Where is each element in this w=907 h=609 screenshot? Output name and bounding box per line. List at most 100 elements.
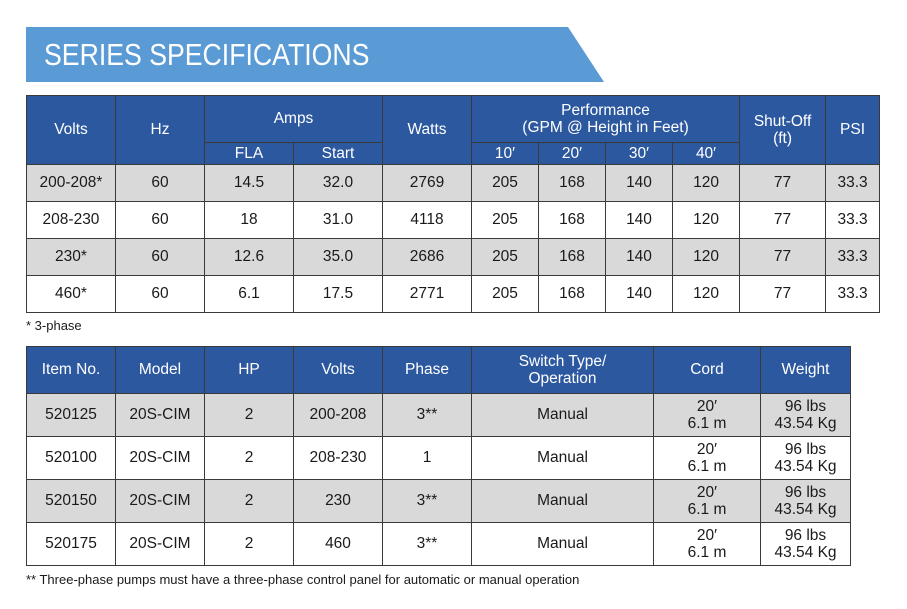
table-row: 520100 20S-CIM 2 208-230 1 Manual 20′ 6.… xyxy=(26,436,851,480)
cell-model: 20S-CIM xyxy=(115,436,205,480)
cell-gpm-40: 120 xyxy=(671,201,741,239)
shutoff-unit: (ft) xyxy=(773,130,793,147)
cord-length-m: 6.1 m xyxy=(687,501,727,518)
cell-gpm-10: 205 xyxy=(471,164,539,202)
cell-weight: 96 lbs 43.54 Kg xyxy=(760,393,851,437)
cell-hz: 60 xyxy=(115,164,205,202)
cell-fla: 18 xyxy=(204,201,294,239)
cell-hp: 2 xyxy=(204,479,294,523)
cell-hz: 60 xyxy=(115,201,205,239)
col-header-watts: Watts xyxy=(382,95,472,165)
shutoff-label: Shut-Off xyxy=(753,113,812,130)
cell-switch-type: Manual xyxy=(471,436,654,480)
cord-length-ft: 20′ xyxy=(696,398,718,415)
col-header-10ft: 10′ xyxy=(471,142,539,165)
cell-item-no: 520100 xyxy=(26,436,116,480)
weight-lbs: 96 lbs xyxy=(784,527,827,544)
weight-kg: 43.54 Kg xyxy=(774,415,837,432)
cell-watts: 2771 xyxy=(382,275,472,313)
table-row: 230* 60 12.6 35.0 2686 205 168 140 120 7… xyxy=(26,238,881,276)
section-title: SERIES SPECIFICATIONS xyxy=(44,37,370,72)
cell-volts: 460* xyxy=(26,275,116,313)
col-header-cord: Cord xyxy=(653,346,761,394)
cell-hz: 60 xyxy=(115,238,205,276)
performance-sublabel: (GPM @ Height in Feet) xyxy=(522,119,689,136)
cell-weight: 96 lbs 43.54 Kg xyxy=(760,479,851,523)
cord-length-ft: 20′ xyxy=(696,484,718,501)
cell-volts: 200-208 xyxy=(293,393,383,437)
cell-shutoff: 77 xyxy=(739,201,827,239)
cell-start: 17.5 xyxy=(293,275,383,313)
cell-hp: 2 xyxy=(204,393,294,437)
col-header-hp: HP xyxy=(204,346,294,394)
cord-length-ft: 20′ xyxy=(696,441,718,458)
operation-label: Operation xyxy=(528,370,597,387)
cell-gpm-30: 140 xyxy=(605,201,673,239)
cell-phase: 1 xyxy=(382,436,472,480)
cell-volts: 230* xyxy=(26,238,116,276)
cell-cord: 20′ 6.1 m xyxy=(653,436,761,480)
cell-fla: 14.5 xyxy=(204,164,294,202)
cell-shutoff: 77 xyxy=(739,275,827,313)
cell-item-no: 520150 xyxy=(26,479,116,523)
col-header-start: Start xyxy=(293,142,383,165)
cell-gpm-20: 168 xyxy=(538,238,606,276)
table-row: 460* 60 6.1 17.5 2771 205 168 140 120 77… xyxy=(26,275,881,313)
cell-shutoff: 77 xyxy=(739,238,827,276)
table-row: 208-230 60 18 31.0 4118 205 168 140 120 … xyxy=(26,201,881,239)
cell-cord: 20′ 6.1 m xyxy=(653,522,761,566)
cell-switch-type: Manual xyxy=(471,479,654,523)
cell-watts: 2769 xyxy=(382,164,472,202)
cell-gpm-20: 168 xyxy=(538,201,606,239)
col-header-weight: Weight xyxy=(760,346,851,394)
weight-lbs: 96 lbs xyxy=(784,484,827,501)
table-row: 200-208* 60 14.5 32.0 2769 205 168 140 1… xyxy=(26,164,881,202)
cell-item-no: 520175 xyxy=(26,522,116,566)
col-header-30ft: 30′ xyxy=(605,142,673,165)
cell-volts: 230 xyxy=(293,479,383,523)
cell-hz: 60 xyxy=(115,275,205,313)
weight-lbs: 96 lbs xyxy=(784,398,827,415)
col-header-40ft: 40′ xyxy=(671,142,741,165)
footnote-three-phase-panel: ** Three-phase pumps must have a three-p… xyxy=(26,572,580,587)
col-header-shutoff: Shut-Off (ft) xyxy=(739,95,827,165)
cell-gpm-20: 168 xyxy=(538,275,606,313)
cell-fla: 6.1 xyxy=(204,275,294,313)
cell-hp: 2 xyxy=(204,522,294,566)
cell-model: 20S-CIM xyxy=(115,522,205,566)
col-header-switch-type: Switch Type/ Operation xyxy=(471,346,654,394)
cell-weight: 96 lbs 43.54 Kg xyxy=(760,436,851,480)
cell-start: 32.0 xyxy=(293,164,383,202)
cell-gpm-30: 140 xyxy=(605,164,673,202)
cord-length-m: 6.1 m xyxy=(687,415,727,432)
cell-phase: 3** xyxy=(382,393,472,437)
cell-weight: 96 lbs 43.54 Kg xyxy=(760,522,851,566)
cell-gpm-10: 205 xyxy=(471,238,539,276)
cell-cord: 20′ 6.1 m xyxy=(653,393,761,437)
spec-table: Volts Hz Amps Watts Performance (GPM @ H… xyxy=(26,95,881,313)
cell-volts: 208-230 xyxy=(26,201,116,239)
cell-gpm-20: 168 xyxy=(538,164,606,202)
switch-type-label: Switch Type/ xyxy=(518,353,607,370)
col-header-volts: Volts xyxy=(26,95,116,165)
weight-kg: 43.54 Kg xyxy=(774,544,837,561)
weight-kg: 43.54 Kg xyxy=(774,501,837,518)
cell-start: 31.0 xyxy=(293,201,383,239)
col-header-hz: Hz xyxy=(115,95,205,165)
footnote-3-phase: * 3-phase xyxy=(26,318,82,333)
col-header-amps: Amps xyxy=(204,95,383,143)
model-table: Item No. Model HP Volts Phase Switch Typ… xyxy=(26,346,851,566)
cell-switch-type: Manual xyxy=(471,393,654,437)
table-row: 520150 20S-CIM 2 230 3** Manual 20′ 6.1 … xyxy=(26,479,851,523)
cell-phase: 3** xyxy=(382,522,472,566)
cell-phase: 3** xyxy=(382,479,472,523)
performance-label: Performance xyxy=(561,102,650,119)
col-header-item-no: Item No. xyxy=(26,346,116,394)
cell-watts: 2686 xyxy=(382,238,472,276)
cord-length-ft: 20′ xyxy=(696,527,718,544)
cord-length-m: 6.1 m xyxy=(687,544,727,561)
cell-volts: 200-208* xyxy=(26,164,116,202)
cell-fla: 12.6 xyxy=(204,238,294,276)
cell-gpm-40: 120 xyxy=(671,238,741,276)
col-header-volts: Volts xyxy=(293,346,383,394)
